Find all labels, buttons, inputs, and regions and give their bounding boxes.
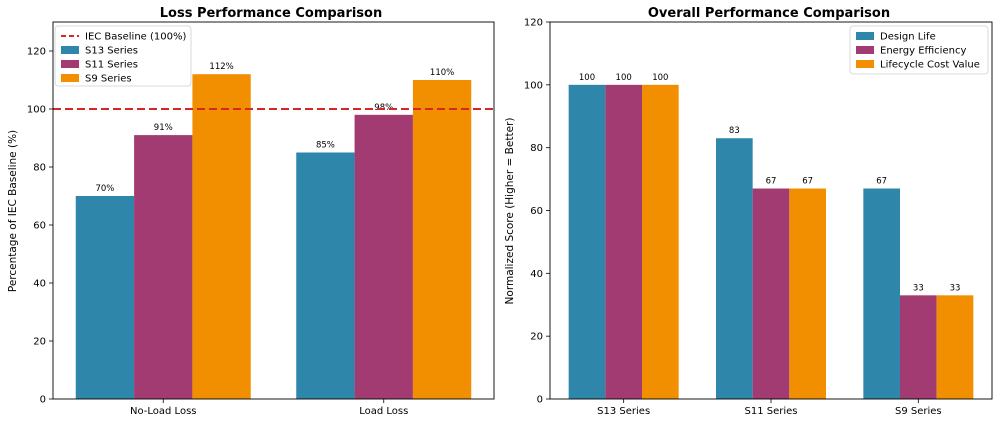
y-tick-label: 20 [33,337,46,348]
axes: S13 Series S11 Series S9 Series 0 20 40 60 80 10… [524,18,993,417]
data-label: 100 [579,73,595,83]
bar [642,84,679,399]
data-label: 83 [729,126,740,136]
x-tick-label: S13 Series [597,406,650,417]
legend-label: S13 Series [85,46,138,57]
y-tick-label: 60 [530,206,543,217]
data-label: 70% [95,184,114,194]
legend-swatch [856,32,874,40]
bars [75,74,472,400]
y-axis-label: Percentage of IEC Baseline (%) [7,130,19,292]
y-tick-label: 80 [530,143,543,154]
data-label: 91% [154,123,173,133]
legend-label: Lifecycle Cost Value [880,60,980,71]
data-labels: 100 100 100 83 67 67 67 33 33 [579,73,961,293]
data-label: 112% [209,62,233,72]
bar [716,138,753,399]
bar [863,188,900,399]
legend-label: Energy Efficiency [880,46,966,57]
data-labels: 70% 91% 112% 85% 98% 110% [95,62,454,194]
y-tick-label: 100 [27,105,46,116]
data-label: 67 [766,177,777,187]
legend-label: S9 Series [85,74,132,85]
legend-swatch [856,46,874,54]
plot-frame [549,21,993,400]
data-label: 98% [374,103,393,113]
bar [900,295,937,399]
data-label: 100 [652,73,668,83]
bar [75,196,135,399]
data-label: 33 [913,283,924,293]
data-label: 67 [802,177,813,187]
y-axis-label: Normalized Score (Higher = Better) [504,118,516,305]
bar [605,84,642,399]
y-tick-label: 0 [537,395,543,406]
y-tick-label: 120 [524,18,543,29]
legend-swatch [856,60,874,68]
bars [568,84,974,399]
bar [296,152,355,399]
data-label: 85% [316,141,335,151]
x-tick-label: No-Load Loss [130,406,197,417]
legend: IEC Baseline (100%) S13 Series S11 Series S… [54,25,192,87]
y-tick-label: 0 [40,395,46,406]
data-label: 100 [616,73,632,83]
legend-label: S11 Series [85,60,138,71]
legend-swatch [61,46,79,54]
bar [354,114,413,400]
chart-title: Loss Performance Comparison [160,6,382,21]
y-tick-label: 80 [33,163,46,174]
x-tick-label: S11 Series [744,406,797,417]
bar [568,84,606,399]
bar [134,135,193,399]
y-tick-label: 60 [33,221,46,232]
y-tick-label: 40 [530,269,543,280]
loss-performance-chart: Loss Performance Comparison Percentage o… [7,6,495,417]
chart-title: Overall Performance Comparison [648,6,890,21]
axes: No-Load Loss Load Loss 0 20 40 60 80 100 120 [27,21,495,417]
y-tick-label: 100 [524,80,543,91]
legend-box [849,25,989,75]
bar [412,80,472,399]
plot-frame [52,21,495,400]
bar [192,74,251,399]
overall-performance-chart: Overall Performance Comparison Normalize… [504,6,993,417]
legend-label: Design Life [880,32,936,43]
legend-label: IEC Baseline (100%) [85,32,186,43]
bar [789,188,826,399]
legend: Design Life Energy Efficiency Lifecycle Co… [849,25,989,75]
y-tick-label: 120 [27,47,46,58]
data-label: 67 [876,177,887,187]
data-label: 33 [950,283,961,293]
legend-swatch [61,74,79,82]
x-tick-label: S9 Series [895,406,942,417]
bar [752,188,790,399]
data-label: 110% [430,68,454,78]
x-tick-label: Load Loss [359,406,408,417]
y-tick-label: 20 [530,332,543,343]
legend-swatch [61,60,79,68]
y-tick-label: 40 [33,279,46,290]
bar [936,295,974,399]
legend-box [54,25,192,87]
